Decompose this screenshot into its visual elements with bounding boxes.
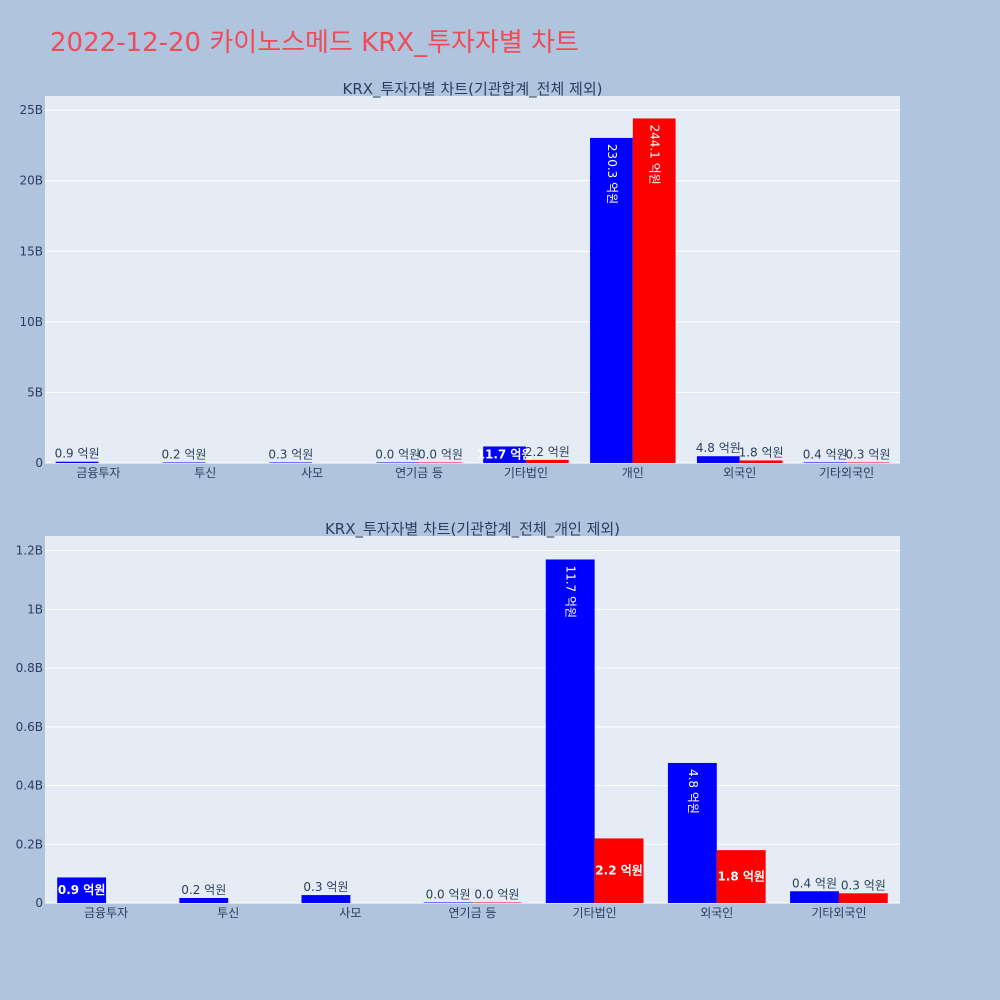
bar-buy <box>269 462 313 463</box>
bar-sell <box>525 459 569 463</box>
bar-buy <box>423 902 473 903</box>
page-title: 2022-12-20 카이노스메드 KRX_투자자별 차트 <box>50 28 579 58</box>
bar-sell <box>838 893 888 903</box>
data-label: 0.4 억원 <box>803 447 848 461</box>
data-label: 0.0 억원 <box>418 448 463 462</box>
x-tick-label: 금융투자 <box>76 466 120 480</box>
y-tick-label: 0 <box>35 896 43 910</box>
bar-buy <box>696 456 740 463</box>
chart-2: 0 0.2B 0.4B 0.6B 0.8B 1B 1.2B KRX_투자자별 차트(기관합계_… <box>16 520 900 920</box>
bar-sell <box>632 118 676 464</box>
x-tick-label: 투신 <box>194 466 216 480</box>
bar-buy <box>55 461 99 463</box>
data-label: 0.9 억원 <box>55 447 100 461</box>
y-tick-label: 25B <box>19 103 43 117</box>
x-tick-label: 연기금 등 <box>395 466 443 480</box>
x-tick-label: 기타외국인 <box>811 906 866 920</box>
data-label: 0.3 억원 <box>841 878 886 892</box>
chart-title: KRX_투자자별 차트(기관합계_전체_개인 제외) <box>325 520 620 539</box>
data-label: 1.8 억원 <box>717 870 765 884</box>
bar-sell <box>419 462 462 463</box>
x-tick-label: 금융투자 <box>84 906 128 920</box>
y-tick-label: 0.8B <box>16 661 43 675</box>
x-tick-label: 기타법인 <box>573 906 617 920</box>
chart-1: 0 5B 10B 15B 20B 25B KRX_투자자별 차트(기관합계_전체 제외) 금융… <box>19 80 900 480</box>
x-tick-label: 외국인 <box>723 466 756 480</box>
y-tick-label: 15B <box>19 244 43 258</box>
bar-sell <box>594 838 644 903</box>
data-label: 0.0 억원 <box>426 888 471 902</box>
y-tick-label: 1B <box>27 602 43 616</box>
y-tick-label: 0.2B <box>16 837 43 851</box>
data-label: 0.4 억원 <box>792 876 837 890</box>
x-tick-label: 기타법인 <box>504 466 548 480</box>
x-tick-label: 기타외국인 <box>819 466 874 480</box>
bar-buy <box>162 462 206 463</box>
y-tick-label: 1.2B <box>16 544 43 558</box>
data-label: 2.2 억원 <box>525 445 570 459</box>
data-label: 0.3 억원 <box>303 880 348 894</box>
data-label: 0.3 억원 <box>268 448 313 462</box>
y-tick-label: 5B <box>27 385 43 399</box>
bar-sell <box>716 850 766 903</box>
x-tick-label: 연기금 등 <box>449 906 497 920</box>
bar-buy <box>590 137 633 463</box>
data-label: 0.2 억원 <box>181 883 226 897</box>
data-label: 0.0 억원 <box>474 888 519 902</box>
data-label: 244.1 억원 <box>648 124 662 184</box>
x-tick-label: 사모 <box>301 466 323 480</box>
bar-sell <box>846 462 890 463</box>
data-label: 230.3 억원 <box>605 144 619 204</box>
chart-title: KRX_투자자별 차트(기관합계_전체 제외) <box>343 80 603 99</box>
bar-buy <box>790 891 839 903</box>
plot-area <box>45 96 900 463</box>
data-label: 11.7 억원 <box>477 448 533 462</box>
data-label: 0.3 억원 <box>845 448 890 462</box>
x-tick-label: 외국인 <box>700 906 733 920</box>
y-tick-label: 0.6B <box>16 720 43 734</box>
y-tick-label: 0 <box>35 456 43 470</box>
data-label: 1.8 억원 <box>739 445 784 459</box>
bar-buy <box>803 462 847 463</box>
y-tick-label: 10B <box>19 315 43 329</box>
data-label: 4.8 억원 <box>696 441 741 455</box>
bar-buy <box>57 877 107 903</box>
y-tick-label: 0.4B <box>16 779 43 793</box>
bar-sell <box>472 902 522 903</box>
y-tick-label: 20B <box>19 174 43 188</box>
bar-buy <box>376 462 420 463</box>
data-label: 0.0 억원 <box>375 448 420 462</box>
bar-buy <box>483 446 526 463</box>
x-tick-label: 투신 <box>217 906 239 920</box>
bar-buy <box>545 559 595 903</box>
data-label: 11.7 억원 <box>564 565 578 618</box>
x-tick-label: 개인 <box>622 466 644 480</box>
data-label: 0.9 억원 <box>58 883 106 897</box>
bar-buy <box>179 898 229 903</box>
bar-buy <box>301 895 351 903</box>
data-label: 4.8 억원 <box>686 769 700 814</box>
data-label: 2.2 억원 <box>595 864 643 878</box>
bar-buy <box>667 762 717 903</box>
x-tick-label: 사모 <box>339 906 361 920</box>
data-label: 0.2 억원 <box>161 448 206 462</box>
plot-area <box>45 536 900 903</box>
bar-sell <box>739 460 783 463</box>
